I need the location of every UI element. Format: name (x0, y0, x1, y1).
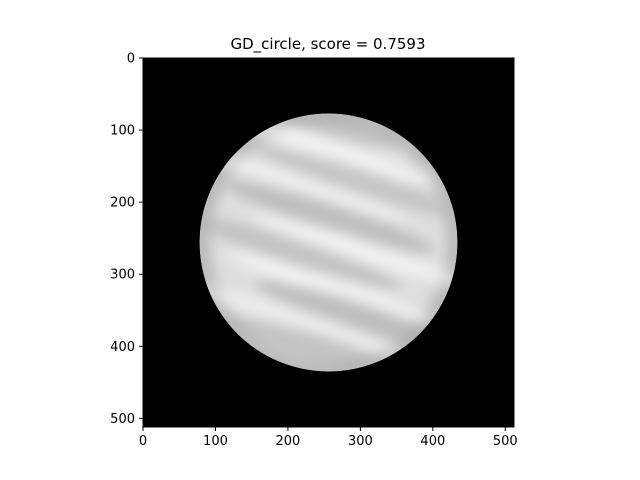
chart-title: GD_circle, score = 0.7593 (231, 35, 426, 54)
x-tick-label: 200 (276, 434, 301, 449)
x-axis: 0 100 200 300 400 500 (139, 427, 518, 449)
y-tick-label: 300 (110, 268, 135, 283)
y-axis: 0 100 200 300 400 500 (110, 52, 143, 427)
y-tick-label: 500 (110, 412, 135, 427)
x-tick-label: 400 (420, 434, 445, 449)
y-tick-label: 200 (110, 196, 135, 211)
x-tick-label: 100 (203, 434, 228, 449)
y-tick-label: 400 (110, 340, 135, 355)
x-tick-label: 500 (493, 434, 518, 449)
x-tick-label: 0 (139, 434, 147, 449)
y-tick-label: 0 (127, 52, 135, 67)
y-tick-label: 100 (110, 124, 135, 139)
x-tick-label: 300 (348, 434, 373, 449)
plot-area (143, 58, 514, 427)
